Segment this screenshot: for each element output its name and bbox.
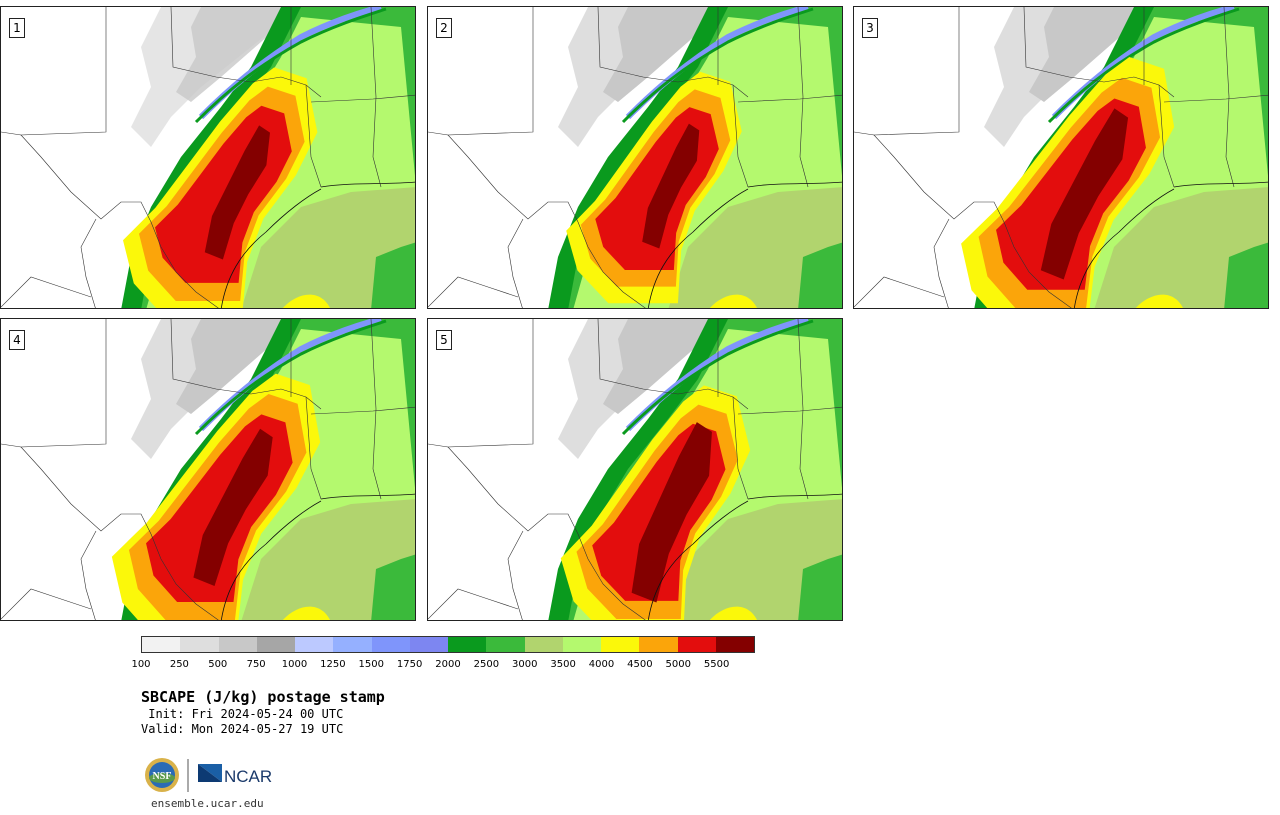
colorbar-swatch [486,637,525,652]
colorbar-tick-label: 5000 [665,659,691,670]
colorbar-swatch [371,637,410,652]
panel-number: 5 [436,330,452,350]
panel-number: 3 [862,18,878,38]
svg-text:NSF: NSF [153,771,172,782]
colorbar-tick-label: 5500 [703,659,730,670]
colorbar-tick-label: 750 [246,659,266,670]
colorbar-tick-label: 4500 [627,659,653,670]
nsf-logo: NSF [145,758,179,792]
colorbar-swatch [601,637,640,652]
colorbar-swatch [409,637,448,652]
colorbar-tick-label: 100 [131,659,151,670]
colorbar-swatch [180,637,219,652]
colorbar-tick-label: 2000 [435,659,461,670]
colorbar-tick-label: 1000 [281,659,308,670]
colorbar-swatch [448,637,487,652]
cape-field-map [1,7,415,308]
map-panel-3: 3 [853,6,1269,309]
page-title: SBCAPE (J/kg) postage stamp [141,688,385,706]
map-panel-1: 1 [0,6,416,309]
colorbar-swatch [715,637,754,652]
colorbar-tick-label: 3000 [512,659,538,670]
valid-time: Valid: Mon 2024-05-27 19 UTC [141,722,344,736]
cape-field-map [854,7,1268,308]
colorbar-tick-label: 4000 [588,659,615,670]
colorbar-swatch [639,637,678,652]
ncar-logo: NCAR [198,764,272,786]
colorbar-swatch [218,637,257,652]
site-url: ensemble.ucar.edu [151,797,264,810]
colorbar-swatch [142,637,181,652]
colorbar-tick-label: 2500 [473,659,500,670]
map-panel-2: 2 [427,6,843,309]
colorbar-swatch [677,637,716,652]
map-panel-5: 5 [427,318,843,621]
colorbar-tick-label: 1750 [396,659,423,670]
colorbar-tick-labels: 100 250 500 750 1000 1250 1500 1750 2000 2500 3000… [131,659,755,673]
colorbar-swatch [295,637,334,652]
colorbar-tick-label: 3500 [550,659,576,670]
cape-field-map [428,7,842,308]
colorbar-tick-label: 250 [169,659,189,670]
panel-number: 1 [9,18,25,38]
panel-number: 4 [9,330,25,350]
colorbar-tick-label: 1250 [320,659,346,670]
logo-group: NSF NCAR [144,756,284,796]
init-time: Init: Fri 2024-05-24 00 UTC [141,707,344,721]
colorbar-swatch [562,637,601,652]
svg-text:NCAR: NCAR [224,767,272,786]
cape-field-map [1,319,415,620]
colorbar-swatch [524,637,563,652]
map-panel-4: 4 [0,318,416,621]
colorbar-swatch [256,637,295,652]
colorbar [141,636,755,653]
cape-field-map [428,319,842,620]
colorbar-tick-label: 1500 [358,659,384,670]
colorbar-swatch [333,637,372,652]
panel-number: 2 [436,18,452,38]
colorbar-tick-label: 500 [208,659,228,670]
